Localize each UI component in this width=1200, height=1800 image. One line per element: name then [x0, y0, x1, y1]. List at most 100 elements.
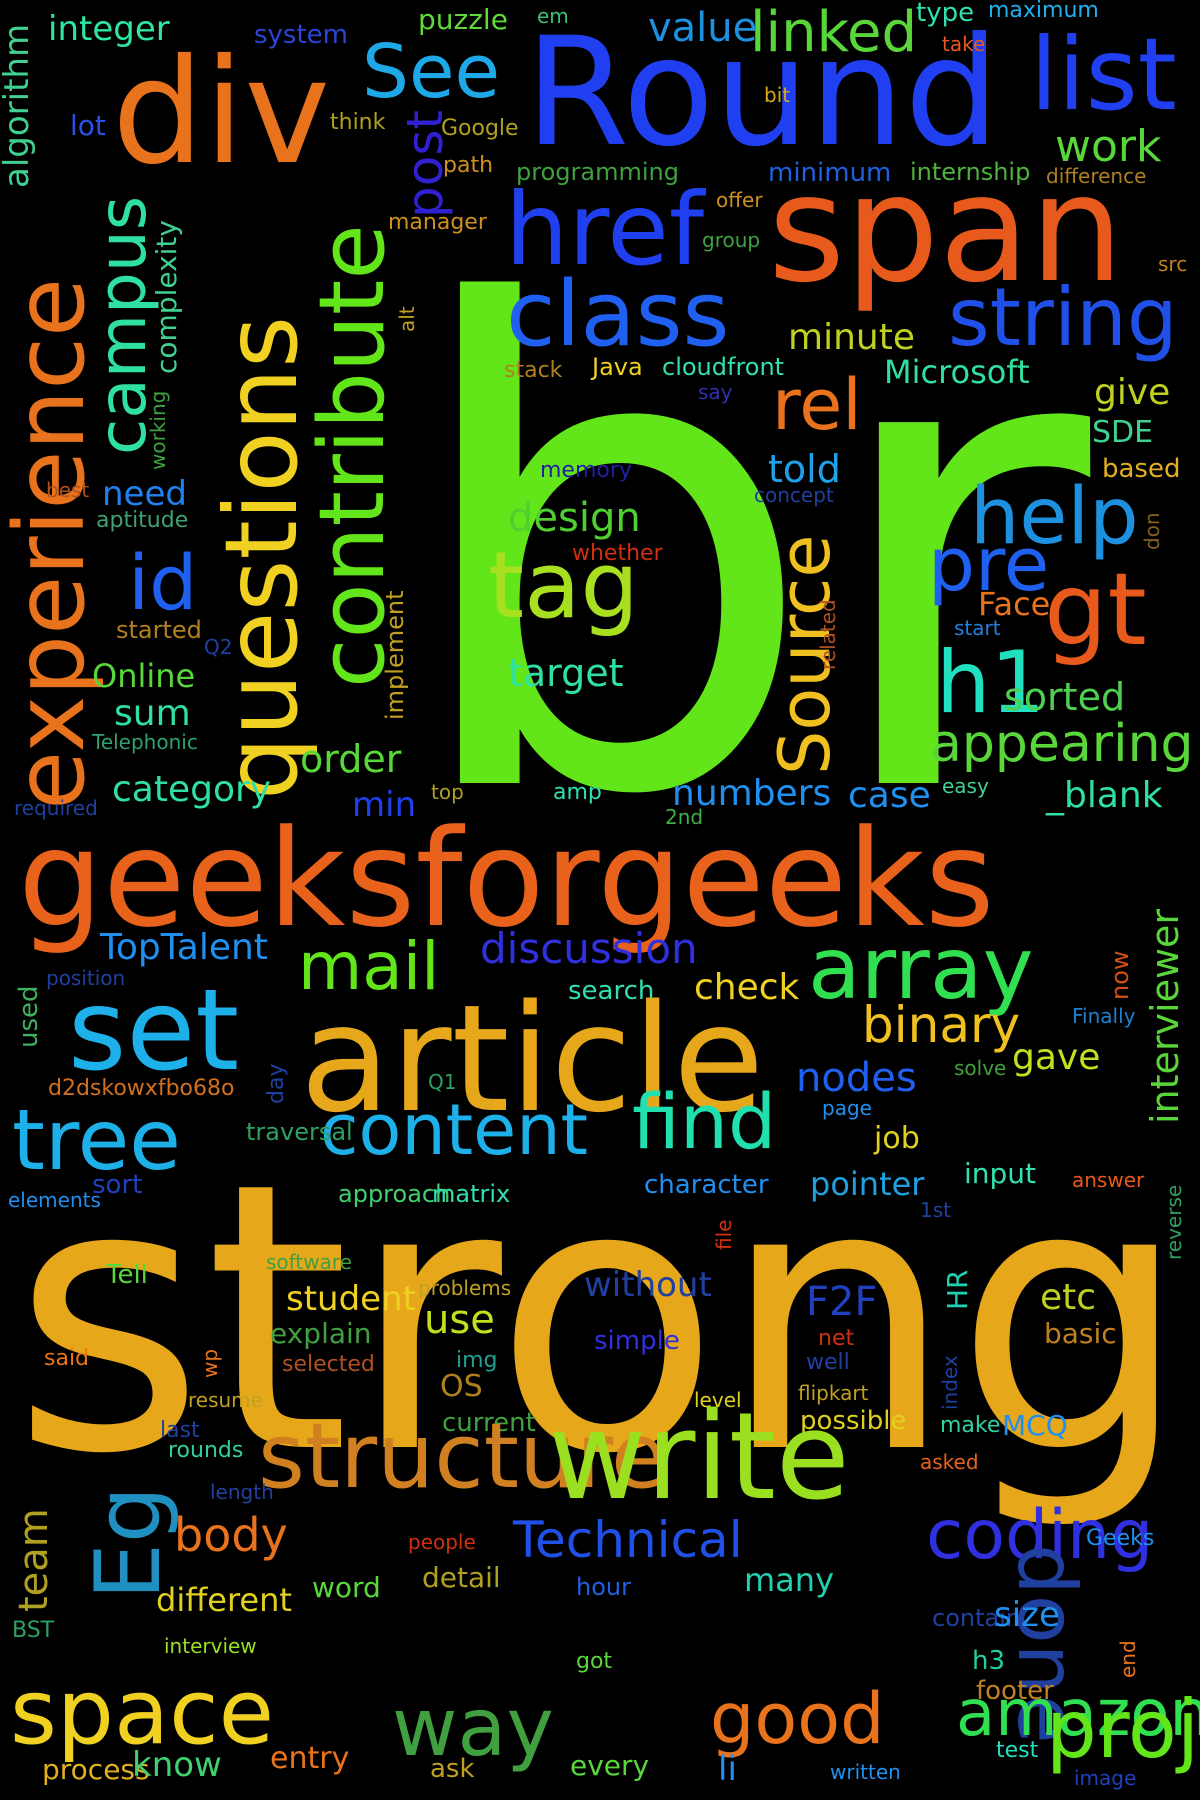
word: make	[940, 1413, 1001, 1438]
word: project	[1046, 1683, 1200, 1776]
word: sorted	[1004, 675, 1126, 719]
word: input	[964, 1157, 1037, 1190]
word: system	[254, 20, 348, 50]
word: aptitude	[96, 508, 189, 533]
word: 1st	[920, 1198, 951, 1222]
word: gt	[1044, 551, 1147, 668]
word: memory	[540, 458, 632, 483]
word: rel	[772, 364, 862, 446]
word: design	[508, 495, 641, 541]
word: puzzle	[418, 3, 508, 36]
word: geeksforgeeks	[18, 801, 995, 957]
word: TopTalent	[100, 927, 268, 968]
word: current	[442, 1408, 536, 1438]
word: wp	[198, 1348, 222, 1378]
word: work	[1055, 121, 1162, 172]
word: 2nd	[665, 805, 704, 829]
word: pointer	[810, 1165, 925, 1203]
word: possible	[800, 1406, 907, 1436]
word: amazon	[956, 1677, 1200, 1751]
word: implement	[381, 590, 409, 720]
word: manager	[388, 210, 487, 235]
word: internship	[910, 158, 1031, 186]
word: appearing	[930, 714, 1194, 774]
word: MCQ	[1002, 1409, 1068, 1442]
word: solve	[954, 1056, 1007, 1080]
word: em	[537, 4, 569, 28]
word: discussion	[480, 924, 698, 973]
word: page	[822, 1096, 872, 1120]
word: whether	[572, 541, 663, 566]
word: required	[14, 796, 98, 820]
word: resume	[188, 1388, 263, 1412]
word: nodes	[796, 1055, 917, 1101]
word: lot	[70, 109, 106, 142]
word: numbers	[672, 773, 832, 814]
word: without	[584, 1265, 712, 1305]
word: br	[400, 170, 1091, 939]
word: BST	[12, 1618, 55, 1643]
word: give	[1094, 372, 1171, 413]
word: file	[712, 1219, 736, 1250]
word: asked	[920, 1450, 979, 1474]
word: length	[210, 1480, 274, 1504]
word: sort	[92, 1170, 143, 1200]
word: top	[431, 780, 464, 804]
word: people	[408, 1530, 476, 1554]
word: programming	[516, 158, 679, 186]
word: Google	[441, 116, 519, 141]
word: word	[312, 1571, 381, 1604]
word: coding	[926, 1496, 1154, 1575]
word: selected	[282, 1352, 375, 1377]
word: student	[286, 1279, 416, 1319]
word: rounds	[168, 1438, 244, 1463]
word: alt	[395, 306, 419, 332]
word: easy	[942, 774, 989, 798]
word: think	[330, 110, 386, 135]
word: test	[996, 1738, 1039, 1763]
word: div	[112, 28, 331, 197]
word: contain	[932, 1604, 1022, 1632]
word: category	[112, 769, 272, 810]
word: bit	[764, 83, 791, 107]
word: best	[46, 478, 90, 502]
word: target	[508, 651, 624, 695]
word: mail	[298, 928, 440, 1005]
word: h1	[936, 633, 1046, 733]
word: _blank	[1046, 775, 1163, 816]
word: tag	[488, 532, 639, 639]
word: case	[848, 775, 931, 816]
word: matrix	[432, 1180, 511, 1208]
word: strong	[12, 1105, 1190, 1535]
word: approach	[338, 1180, 451, 1208]
word: detail	[422, 1561, 501, 1594]
word: good	[710, 1678, 885, 1760]
word: written	[830, 1760, 901, 1784]
word: set	[68, 966, 240, 1096]
word: answer	[1072, 1168, 1145, 1192]
word: string	[948, 271, 1178, 364]
word: software	[266, 1250, 352, 1274]
word: SDE	[1092, 415, 1154, 450]
word: check	[694, 967, 800, 1008]
word: flipkart	[798, 1381, 869, 1405]
word: based	[1102, 454, 1181, 484]
word: Q1	[428, 1070, 457, 1094]
word: Finally	[1072, 1004, 1136, 1028]
word: said	[44, 1346, 90, 1371]
word: level	[694, 1388, 742, 1412]
word: list	[1030, 16, 1177, 133]
word: body	[174, 1508, 288, 1562]
word: structure	[258, 1404, 667, 1509]
word: gave	[1012, 1037, 1101, 1078]
word: search	[568, 976, 655, 1006]
word: complexity	[150, 220, 183, 374]
word: value	[648, 5, 758, 51]
word: li	[718, 1749, 737, 1789]
word: related	[816, 599, 840, 670]
word: order	[300, 737, 402, 781]
word: don	[1140, 512, 1164, 550]
word: type	[916, 0, 975, 28]
word: etc	[1040, 1277, 1097, 1318]
word: size	[994, 1595, 1060, 1635]
